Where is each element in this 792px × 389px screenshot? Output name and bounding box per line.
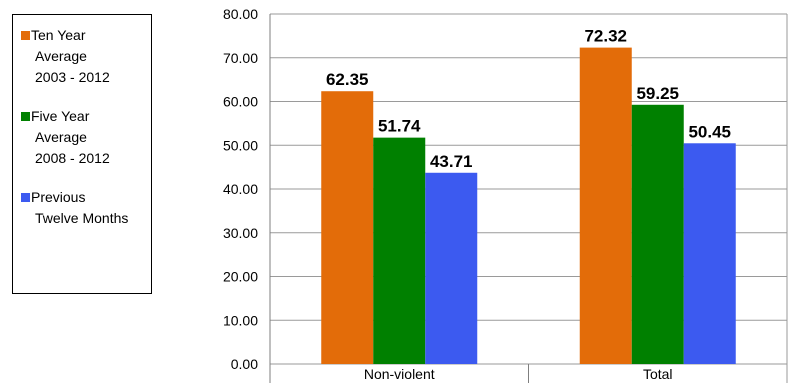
y-tick-label: 20.00 [223, 269, 258, 285]
data-label: 59.25 [636, 84, 679, 103]
legend-label-line: 2008 - 2012 [35, 150, 110, 166]
bar [631, 104, 684, 364]
y-tick-label: 70.00 [223, 50, 258, 66]
bar [425, 172, 478, 364]
data-label: 72.32 [584, 27, 627, 46]
bar [321, 91, 374, 364]
legend-item: Five Year Average 2008 - 2012 [21, 106, 147, 169]
legend-item: Previous Twelve Months [21, 187, 147, 229]
y-tick-label: 50.00 [223, 137, 258, 153]
data-label: 51.74 [378, 117, 421, 136]
y-tick-label: 0.00 [231, 356, 258, 372]
legend-swatch [21, 31, 30, 40]
data-label: 50.45 [688, 122, 731, 141]
legend-label: Previous Twelve Months [31, 187, 128, 229]
y-tick-label: 30.00 [223, 225, 258, 241]
chart-legend: Ten Year Average 2003 - 2012 Five Year Avera… [12, 14, 152, 294]
legend-label-line: Average [35, 129, 87, 145]
legend-label: Five Year Average 2008 - 2012 [31, 106, 110, 169]
legend-item: Ten Year Average 2003 - 2012 [21, 25, 147, 88]
legend-label-line: 2003 - 2012 [35, 69, 110, 85]
y-tick-label: 40.00 [223, 181, 258, 197]
bar [579, 47, 632, 364]
legend-label-line: Average [35, 48, 87, 64]
legend-label-line: Five Year [31, 108, 90, 124]
bar [373, 137, 426, 364]
y-tick-label: 10.00 [223, 312, 258, 328]
data-label: 43.71 [430, 152, 473, 171]
y-tick-label: 60.00 [223, 94, 258, 110]
legend-label: Ten Year Average 2003 - 2012 [31, 25, 110, 88]
legend-swatch [21, 193, 30, 202]
legend-label-line: Ten Year [31, 27, 86, 43]
legend-label-line: Twelve Months [35, 210, 129, 226]
bar [683, 143, 736, 364]
x-category-label: Total [643, 366, 673, 382]
data-label: 62.35 [326, 70, 369, 89]
y-tick-label: 80.00 [223, 6, 258, 22]
legend-label-line: Previous [31, 189, 86, 205]
x-category-label: Non-violent [364, 366, 435, 382]
legend-swatch [21, 112, 30, 121]
